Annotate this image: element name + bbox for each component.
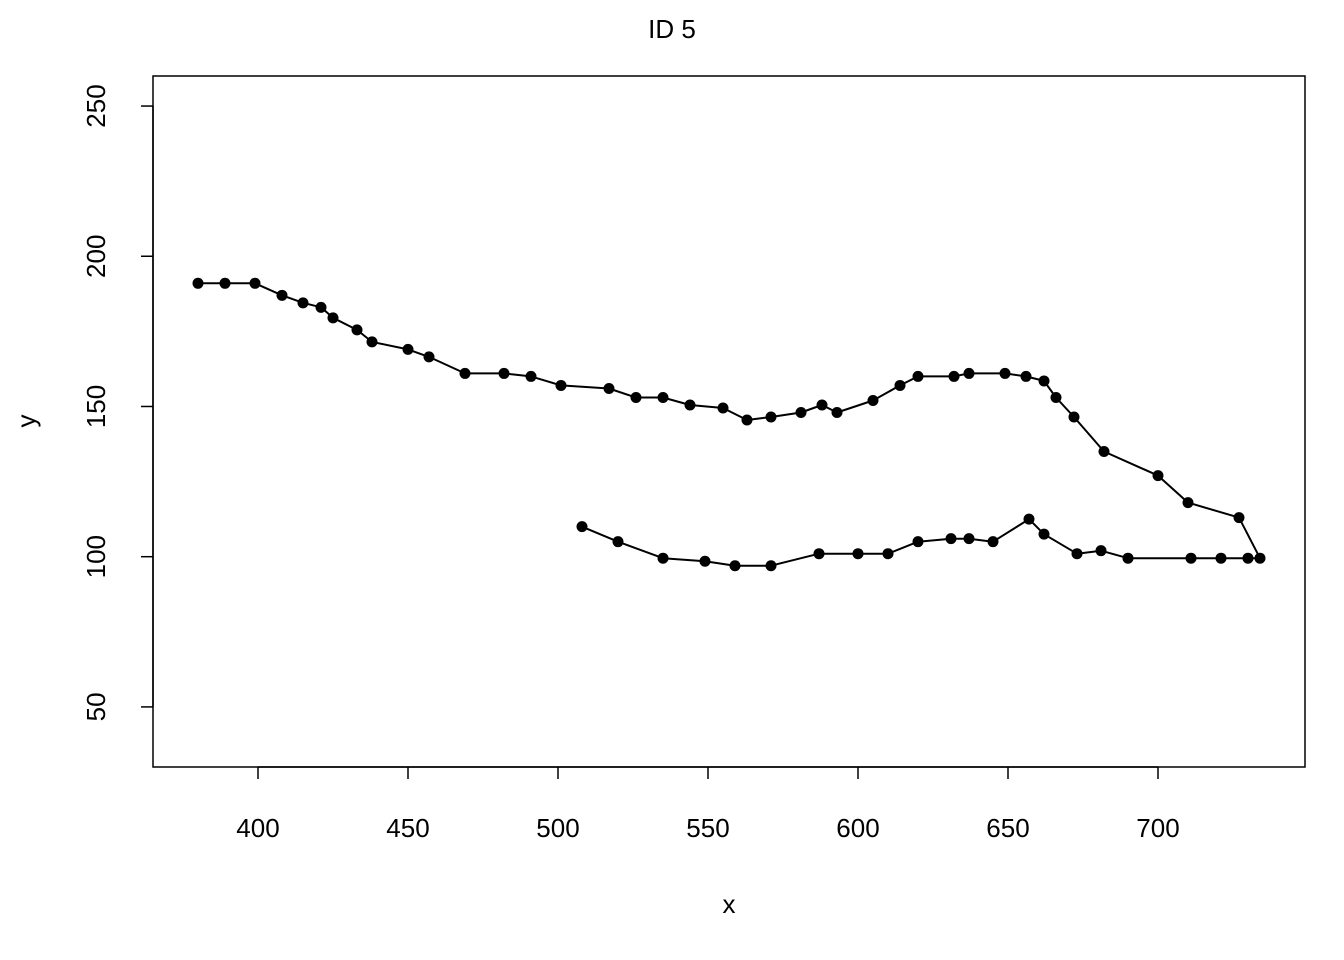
data-point	[1071, 548, 1083, 560]
data-point	[741, 414, 753, 426]
data-point	[684, 399, 696, 411]
data-series	[192, 277, 1266, 572]
x-axis-label: x	[723, 889, 736, 919]
data-point	[603, 382, 615, 394]
data-point	[816, 399, 828, 411]
data-point	[831, 406, 843, 418]
data-point	[765, 560, 777, 572]
data-point	[699, 555, 711, 567]
x-tick-label: 700	[1136, 813, 1179, 843]
data-point	[630, 391, 642, 403]
data-point	[765, 411, 777, 423]
data-point	[459, 367, 471, 379]
data-point	[327, 312, 339, 324]
chart-title: ID 5	[648, 14, 696, 44]
data-point	[576, 521, 588, 533]
x-tick-label: 550	[686, 813, 729, 843]
data-point	[1068, 411, 1080, 423]
data-point	[987, 536, 999, 548]
y-tick-label: 150	[81, 385, 111, 428]
y-tick-label: 50	[81, 692, 111, 721]
data-point	[219, 277, 231, 289]
data-point	[1242, 552, 1254, 564]
y-axis: 50 100 150 200 250	[81, 84, 154, 721]
data-point	[1182, 497, 1194, 509]
data-point	[912, 370, 924, 382]
data-point	[1050, 391, 1062, 403]
data-point	[1023, 513, 1035, 525]
y-tick-label: 250	[81, 84, 111, 127]
data-point	[612, 536, 624, 548]
data-point	[1185, 552, 1197, 564]
data-point	[1215, 552, 1227, 564]
data-point	[1233, 512, 1245, 524]
data-point	[717, 402, 729, 414]
data-point	[525, 370, 537, 382]
x-axis: 400 450 500 550 600 650 700	[236, 766, 1180, 843]
data-point	[852, 548, 864, 560]
data-point	[657, 552, 669, 564]
data-point	[1122, 552, 1134, 564]
x-tick-label: 600	[836, 813, 879, 843]
data-point	[963, 533, 975, 545]
x-tick-label: 400	[236, 813, 279, 843]
data-point	[1038, 528, 1050, 540]
data-point	[423, 351, 435, 363]
data-point	[894, 379, 906, 391]
data-point	[402, 343, 414, 355]
y-tick-label: 200	[81, 235, 111, 278]
data-point	[813, 548, 825, 560]
x-tick-label: 450	[386, 813, 429, 843]
data-point	[249, 277, 261, 289]
data-point	[963, 367, 975, 379]
data-point	[366, 336, 378, 348]
x-tick-label: 500	[536, 813, 579, 843]
data-point	[498, 367, 510, 379]
data-point	[882, 548, 894, 560]
data-point	[1152, 470, 1164, 482]
data-point	[1098, 446, 1110, 458]
data-point	[999, 367, 1011, 379]
y-axis-label: y	[11, 415, 41, 428]
data-point	[297, 297, 309, 309]
data-point	[315, 301, 327, 313]
data-point	[912, 536, 924, 548]
data-point	[1038, 375, 1050, 387]
data-point	[192, 277, 204, 289]
data-point	[795, 406, 807, 418]
data-point	[276, 289, 288, 301]
data-point	[948, 370, 960, 382]
data-point	[867, 394, 879, 406]
data-point	[555, 379, 567, 391]
data-point	[945, 533, 957, 545]
data-point	[1020, 370, 1032, 382]
data-point	[1095, 545, 1107, 557]
x-tick-label: 650	[986, 813, 1029, 843]
data-point	[351, 324, 363, 336]
data-point	[729, 560, 741, 572]
y-tick-label: 100	[81, 535, 111, 578]
plot-frame	[152, 75, 1306, 768]
data-point	[1254, 552, 1266, 564]
data-point	[657, 391, 669, 403]
